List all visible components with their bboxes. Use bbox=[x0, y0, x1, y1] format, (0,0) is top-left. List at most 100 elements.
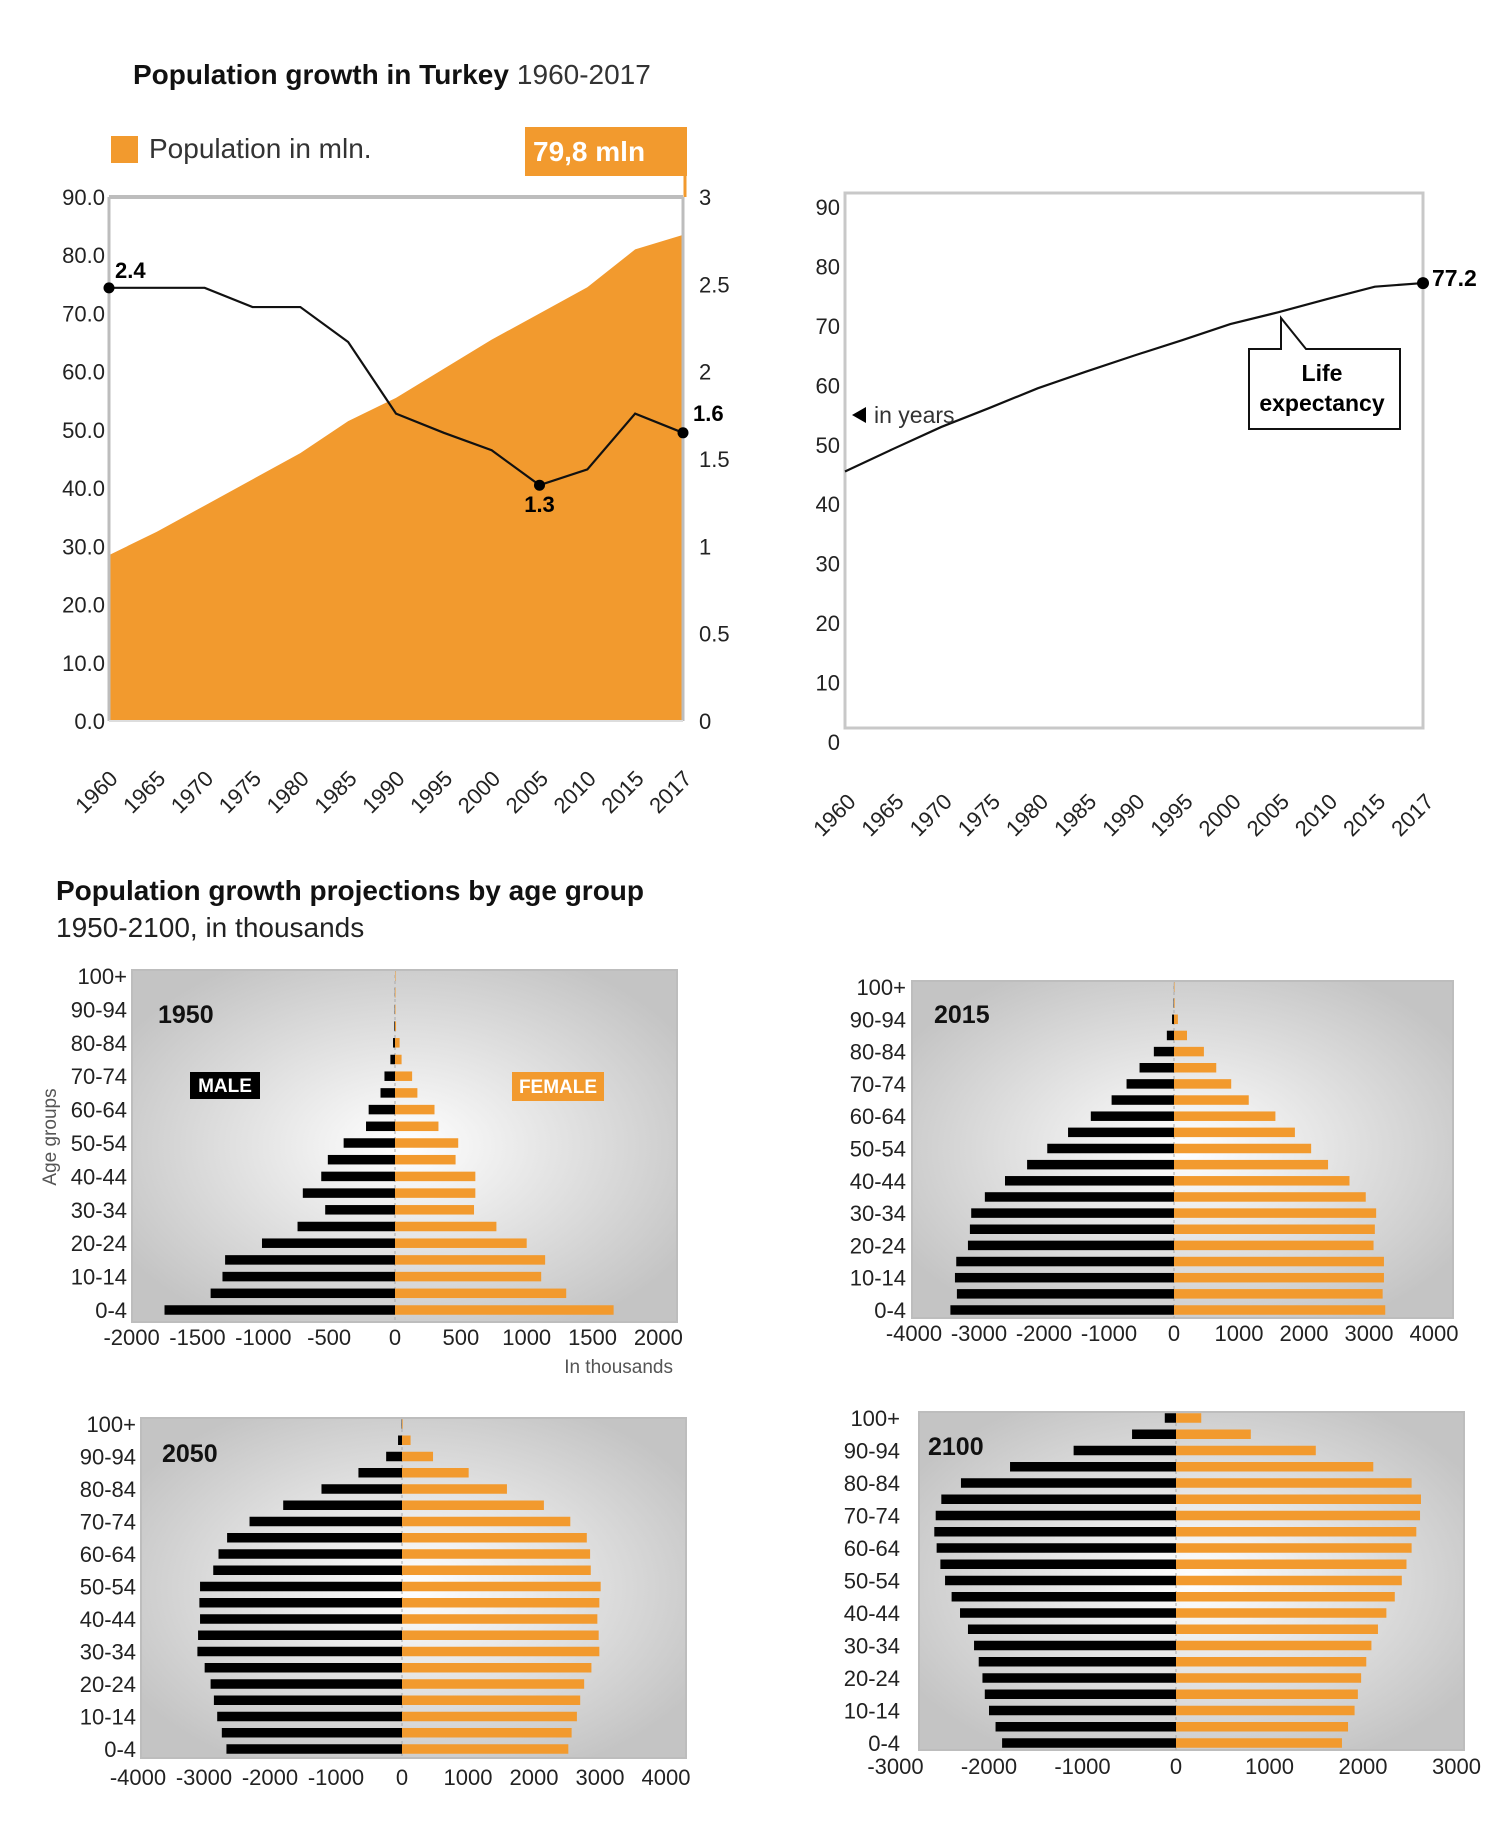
y-tick-label: 90.0 bbox=[62, 185, 105, 210]
x-tick-label: 1990 bbox=[1097, 789, 1149, 841]
male-bar bbox=[261, 1238, 395, 1248]
age-group-label: 80-84 bbox=[850, 1040, 906, 1065]
male-bar bbox=[401, 1419, 403, 1429]
y2-tick-label: 1 bbox=[699, 534, 711, 559]
male-bar bbox=[954, 1272, 1174, 1283]
male-bar bbox=[325, 1205, 395, 1215]
age-group-label: 70-74 bbox=[850, 1072, 906, 1097]
male-bar bbox=[1172, 1014, 1174, 1025]
female-bar bbox=[1176, 1445, 1316, 1456]
x-tick-label: 2000 bbox=[510, 1765, 559, 1790]
female-bar bbox=[402, 1744, 569, 1754]
x-tick-label: 1965 bbox=[856, 789, 908, 841]
female-bar bbox=[402, 1695, 581, 1705]
female-bar bbox=[395, 1121, 439, 1132]
age-group-label: 20-24 bbox=[844, 1666, 900, 1691]
female-bar bbox=[395, 1071, 413, 1081]
female-bar bbox=[395, 1188, 476, 1198]
male-bar bbox=[327, 1154, 395, 1165]
female-bar bbox=[1174, 1272, 1384, 1283]
male-bar bbox=[1090, 1111, 1174, 1121]
female-bar bbox=[402, 1646, 600, 1657]
age-group-label: 100+ bbox=[86, 1412, 136, 1437]
male-bar bbox=[366, 1121, 395, 1132]
male-bar bbox=[940, 1559, 1176, 1569]
chart-title-main: Population growth in Turkey bbox=[133, 59, 509, 90]
x-tick-label: 1985 bbox=[309, 766, 361, 818]
female-bar bbox=[395, 1255, 546, 1265]
male-bar bbox=[283, 1500, 402, 1510]
female-bar bbox=[395, 1221, 497, 1232]
male-bar bbox=[368, 1104, 395, 1115]
male-bar bbox=[945, 1575, 1176, 1586]
unit-note: in years bbox=[874, 402, 955, 428]
fertility-line bbox=[109, 286, 684, 487]
female-bar bbox=[1176, 1657, 1367, 1667]
fertility-point bbox=[534, 479, 545, 491]
male-bar bbox=[213, 1565, 402, 1575]
female-bar bbox=[1174, 1192, 1366, 1202]
fertility-point-label: 1.3 bbox=[524, 492, 555, 517]
male-bar bbox=[164, 1305, 395, 1315]
y-tick-label: 20.0 bbox=[62, 593, 105, 618]
x-tick-label: 1000 bbox=[502, 1325, 551, 1350]
female-bar bbox=[1174, 1127, 1295, 1138]
female-bar bbox=[1174, 1208, 1377, 1218]
male-bar bbox=[197, 1646, 402, 1657]
x-tick-label: 1000 bbox=[1215, 1321, 1264, 1346]
female-bar bbox=[402, 1598, 600, 1608]
y-tick-label: 0 bbox=[828, 730, 840, 755]
age-group-label: 40-44 bbox=[844, 1601, 900, 1626]
y-tick-label: 60 bbox=[816, 373, 840, 398]
male-bar bbox=[950, 1305, 1174, 1315]
female-bar bbox=[402, 1565, 591, 1575]
female-bar bbox=[1176, 1673, 1362, 1683]
life-expectancy-chart: 77.2 in years Life expectancy 0 10 20 30 40 50 60 7… bbox=[808, 191, 1477, 841]
female-bar bbox=[1176, 1689, 1358, 1699]
year-label: 1950 bbox=[158, 1001, 214, 1029]
x-axis-title: In thousands bbox=[564, 1357, 673, 1378]
female-bar bbox=[395, 1021, 397, 1031]
male-legend-badge bbox=[190, 1072, 260, 1099]
fertility-point-label: 1.6 bbox=[693, 401, 724, 426]
female-bar bbox=[402, 1663, 592, 1673]
x-tick-label: -1000 bbox=[1054, 1754, 1110, 1779]
male-bar bbox=[1164, 1413, 1176, 1423]
age-group-label: 20-24 bbox=[850, 1233, 906, 1258]
female-bar bbox=[1174, 1063, 1217, 1073]
x-tick-label: -1500 bbox=[169, 1325, 225, 1350]
x-tick-label: 0 bbox=[1168, 1321, 1180, 1346]
male-bar bbox=[1173, 998, 1175, 1008]
section-title: Population growth projections by age gro… bbox=[56, 875, 644, 906]
y-tick-label: 90 bbox=[816, 195, 840, 220]
x-tick-label: -2000 bbox=[103, 1325, 159, 1350]
x-tick-label: 1975 bbox=[953, 789, 1005, 841]
male-bar bbox=[200, 1581, 402, 1592]
female-bar bbox=[1174, 1014, 1178, 1025]
male-bar bbox=[380, 1088, 395, 1098]
left-arrow-icon bbox=[852, 407, 866, 423]
female-bar bbox=[402, 1728, 572, 1738]
x-tick-label: 1995 bbox=[405, 766, 457, 818]
age-group-label: 90-94 bbox=[850, 1007, 906, 1032]
male-bar bbox=[297, 1221, 395, 1232]
x-tick-label: -3000 bbox=[867, 1754, 923, 1779]
population-chart: Population in mln. 79,8 mln2.41.31.60.010… bbox=[62, 127, 730, 818]
male-bar bbox=[974, 1640, 1176, 1651]
female-bar bbox=[1176, 1624, 1378, 1634]
y2-tick-label: 0.5 bbox=[699, 622, 730, 647]
total-badge bbox=[525, 127, 687, 176]
x-tick-label: 4000 bbox=[1410, 1321, 1459, 1346]
x-tick-label: 1990 bbox=[357, 766, 409, 818]
male-bar bbox=[222, 1271, 395, 1282]
y-tick-label: 80 bbox=[816, 254, 840, 279]
male-bar bbox=[1047, 1143, 1174, 1154]
x-tick-label: 1970 bbox=[905, 789, 957, 841]
age-group-label: 50-54 bbox=[80, 1575, 136, 1600]
x-tick-label: -1000 bbox=[235, 1325, 291, 1350]
y-tick-label: 0.0 bbox=[74, 709, 105, 734]
section-subtitle: 1950-2100, in thousands bbox=[56, 912, 364, 943]
female-bar bbox=[1174, 1111, 1276, 1121]
age-group-label: 40-44 bbox=[71, 1164, 127, 1189]
female-bar bbox=[395, 1054, 402, 1065]
